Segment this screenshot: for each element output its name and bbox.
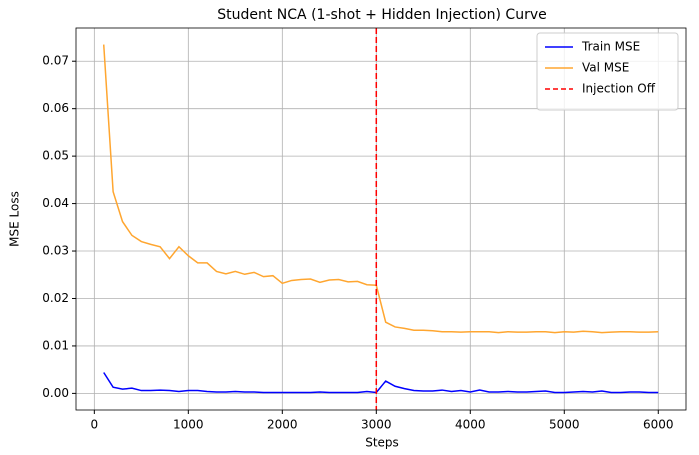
y-tick-label: 0.04 [42, 196, 69, 210]
legend-label: Val MSE [582, 61, 629, 75]
x-tick-label: 6000 [643, 418, 674, 432]
x-tick-label: 5000 [549, 418, 580, 432]
line-series [103, 372, 659, 394]
x-tick-label: 0 [91, 418, 99, 432]
y-tick-label: 0.05 [42, 149, 69, 163]
x-tick-label: 3000 [361, 418, 392, 432]
legend-label: Injection Off [582, 82, 656, 96]
chart-title: Student NCA (1-shot + Hidden Injection) … [217, 7, 546, 23]
x-tick-label: 1000 [173, 418, 204, 432]
plot-frame [75, 27, 687, 411]
x-tick-label: 2000 [267, 418, 298, 432]
legend-label: Train MSE [581, 40, 640, 54]
legend-box [536, 32, 679, 111]
y-tick-label: 0.06 [42, 101, 69, 115]
y-tick-label: 0.00 [42, 386, 69, 400]
y-tick-label: 0.03 [42, 244, 69, 258]
x-axis-label: Steps [365, 436, 399, 450]
y-tick-label: 0.02 [42, 291, 69, 305]
y-axis-label: MSE Loss [8, 191, 22, 247]
y-tick-label: 0.07 [42, 54, 69, 68]
y-tick-label: 0.01 [42, 338, 69, 352]
x-tick-label: 4000 [455, 418, 486, 432]
line-series [102, 44, 659, 334]
